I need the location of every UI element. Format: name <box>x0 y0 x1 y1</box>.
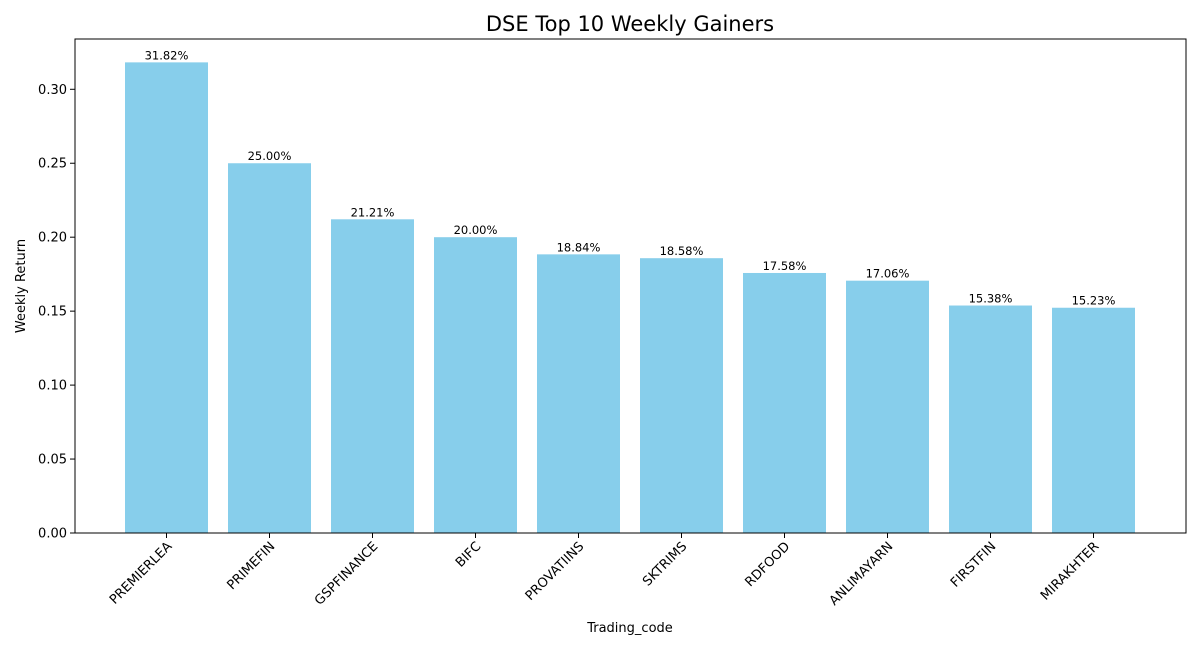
x-tick-label-provatiins: PROVATIINS <box>523 539 588 604</box>
bar-gspfinance <box>331 219 414 534</box>
bar-premierlea <box>125 62 208 534</box>
chart-title: DSE Top 10 Weekly Gainers <box>486 12 774 36</box>
data-label-mirakhter: 15.23% <box>1072 294 1116 308</box>
y-tick-label: 0.05 <box>38 453 67 468</box>
plot-area: 31.82% 25.00% 21.21% 20.00% 18.84% 18.58% 17.5… <box>38 38 1187 609</box>
bar-sktrims <box>640 258 723 533</box>
data-label-firstfin: 15.38% <box>969 292 1013 306</box>
x-tick-label-firstfin: FIRSTFIN <box>948 539 999 590</box>
x-tick-label-primefin: PRIMEFIN <box>224 539 278 593</box>
y-tick-label: 0.00 <box>38 527 67 542</box>
bar-bifc <box>434 237 517 533</box>
y-axis-label: Weekly Return <box>14 239 29 333</box>
y-tick-label: 0.25 <box>38 157 67 172</box>
x-tick-label-premierlea: PREMIERLEA <box>107 539 175 607</box>
bar-provatiins <box>537 254 620 533</box>
data-label-anlimayarn: 17.06% <box>866 267 910 281</box>
x-axis-label: Trading_code <box>586 621 673 636</box>
x-tick-label-anlimayarn: ANLIMAYARN <box>827 539 897 609</box>
y-tick-label: 0.30 <box>38 83 67 98</box>
bar-anlimayarn <box>846 280 929 533</box>
y-tick-label: 0.10 <box>38 379 67 394</box>
plot-frame <box>74 38 1187 534</box>
data-label-bifc: 20.00% <box>454 223 498 237</box>
bar-rdfood <box>743 272 826 533</box>
data-label-sktrims: 18.58% <box>660 244 704 258</box>
x-tick-label-mirakhter: MIRAKHTER <box>1038 539 1102 603</box>
bar-mirakhter <box>1052 307 1135 533</box>
data-label-rdfood: 17.58% <box>763 259 807 273</box>
x-tick-label-gspfinance: GSPFINANCE <box>312 539 381 608</box>
x-tick-label-sktrims: SKTRIMS <box>640 539 690 589</box>
y-tick-label: 0.15 <box>38 305 67 320</box>
bar-primefin <box>228 163 311 534</box>
data-label-premierlea: 31.82% <box>145 48 189 62</box>
data-label-primefin: 25.00% <box>248 149 292 163</box>
data-label-provatiins: 18.84% <box>557 240 601 254</box>
data-label-gspfinance: 21.21% <box>351 205 395 219</box>
x-tick-label-bifc: BIFC <box>453 539 484 570</box>
y-tick-label: 0.20 <box>38 231 67 246</box>
x-tick-label-rdfood: RDFOOD <box>742 539 793 590</box>
bar-firstfin <box>949 305 1032 533</box>
